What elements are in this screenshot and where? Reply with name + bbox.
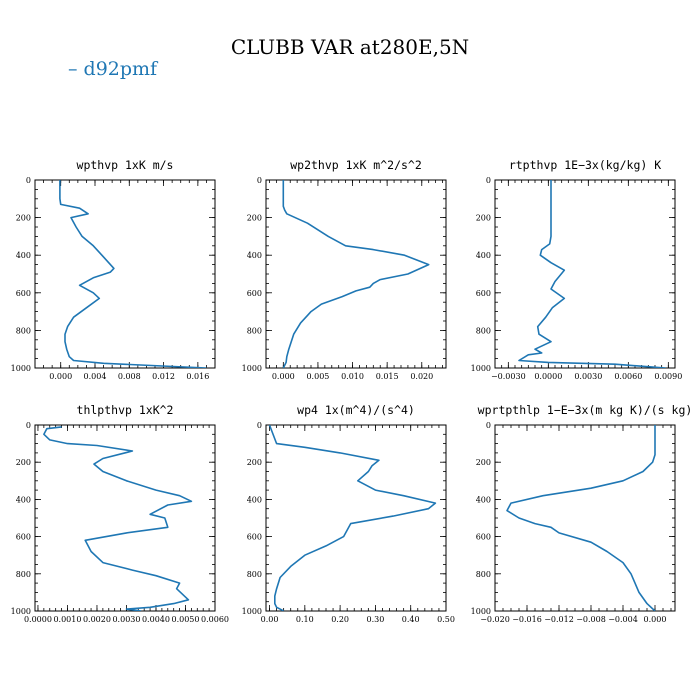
x-tick-label: 0.10	[296, 615, 314, 624]
y-tick-label: 1000	[471, 607, 491, 616]
x-tick-label: 0.008	[118, 372, 141, 381]
x-tick-label: 0.0050	[171, 615, 199, 624]
plot-frame	[494, 424, 676, 612]
series-line	[282, 180, 430, 368]
x-tick-label: −0.012	[544, 615, 574, 624]
y-tick-label: 600	[247, 289, 262, 298]
x-tick-label: −0.004	[608, 615, 638, 624]
y-tick-label: 400	[476, 251, 491, 260]
x-tick-label: 0.20	[331, 615, 349, 624]
y-tick-label: 800	[247, 326, 262, 335]
y-tick-label: 800	[16, 570, 31, 579]
figure-title: CLUBB VAR at280E,5N	[231, 35, 469, 59]
x-tick-label: 0.020	[410, 372, 433, 381]
panel-3: rtpthvp 1E−3x(kg/kg) K −0.0030 0.0000 0.003…	[471, 158, 683, 381]
x-tick-label: 0.0000	[534, 372, 562, 381]
series-line	[518, 180, 666, 368]
y-tick-label: 1000	[242, 607, 262, 616]
x-tick-label: 0.012	[152, 372, 175, 381]
x-tick-label: 0.000	[49, 372, 72, 381]
y-tick-label: 200	[476, 214, 491, 223]
y-tick-label: 0	[486, 421, 491, 430]
panel-title: wp2thvp 1xK m^2/s^2	[290, 158, 422, 172]
panel-title: thlpthvp 1xK^2	[77, 403, 174, 417]
panel-1: wpthvp 1xK m/s 0.000 0.004 0.008 0.012 0.016 0…	[11, 158, 216, 381]
x-tick-label: 0.0030	[112, 615, 140, 624]
x-tick-label: 0.40	[402, 615, 420, 624]
x-tick-label: −0.008	[576, 615, 606, 624]
y-tick-label: 0	[257, 421, 262, 430]
x-tick-label: −0.020	[480, 615, 510, 624]
x-tick-label: 0.004	[84, 372, 107, 381]
panel-title: wpthvp 1xK m/s	[77, 158, 174, 172]
x-tick-label: 0.0010	[53, 615, 81, 624]
series-line	[43, 426, 193, 611]
y-tick-label: 600	[476, 289, 491, 298]
panel-title: rtpthvp 1E−3x(kg/kg) K	[509, 158, 661, 172]
x-tick-label: 0.00	[261, 615, 279, 624]
y-tick-label: 1000	[11, 607, 31, 616]
y-tick-label: 200	[247, 214, 262, 223]
y-tick-label: 400	[476, 495, 491, 504]
y-tick-label: 600	[476, 533, 491, 542]
chart-panels: wpthvp 1xK m/s0.000 0.004 0.008 0.012 0.0160…	[11, 158, 693, 624]
y-tick-label: 0	[257, 176, 262, 185]
series-line	[506, 425, 656, 611]
y-tick-label: 600	[16, 533, 31, 542]
x-tick-label: 0.0090	[654, 372, 682, 381]
y-tick-label: 400	[247, 251, 262, 260]
plot-frame	[265, 424, 447, 612]
panel-2: wp2thvp 1xK m^2/s^2 0.000 0.005 0.010 0.015 0…	[242, 158, 447, 381]
y-tick-label: 800	[476, 326, 491, 335]
y-tick-label: 400	[247, 495, 262, 504]
x-tick-label: 0.000	[272, 372, 295, 381]
y-tick-label: 600	[16, 289, 31, 298]
plot-frame	[265, 179, 447, 369]
x-tick-label: 0.016	[186, 372, 209, 381]
y-tick-label: 800	[476, 570, 491, 579]
x-tick-label: 0.30	[367, 615, 385, 624]
y-tick-label: 200	[16, 214, 31, 223]
x-tick-label: 0.0060	[201, 615, 229, 624]
x-tick-label: −0.016	[512, 615, 542, 624]
y-tick-label: 800	[247, 570, 262, 579]
panel-title: wprtpthlp 1−E−3x(m kg K)/(s kg)	[478, 403, 693, 417]
x-tick-label: 0.000	[644, 615, 667, 624]
panel-5: wp4 1x(m^4)/(s^4) 0.00 0.10 0.20 0.30 0.40 0.5…	[242, 403, 455, 624]
y-tick-label: 400	[16, 495, 31, 504]
x-tick-label: 0.0040	[142, 615, 170, 624]
x-tick-label: −0.0030	[491, 372, 526, 381]
y-tick-label: 0	[26, 176, 31, 185]
y-tick-label: 1000	[11, 364, 31, 373]
plot-frame	[494, 179, 676, 369]
x-tick-label: 0.015	[376, 372, 399, 381]
legend-entry: – d92pmf	[68, 58, 159, 80]
x-tick-label: 0.0030	[574, 372, 602, 381]
panel-title: wp4 1x(m^4)/(s^4)	[297, 403, 415, 417]
y-tick-label: 200	[476, 458, 491, 467]
y-tick-label: 800	[16, 326, 31, 335]
panel-6: wprtpthlp 1−E−3x(m kg K)/(s kg)−0.020 −0.…	[471, 403, 693, 624]
series-line	[268, 425, 437, 611]
panel-4: thlpthvp 1xK^20.0000 0.0010 0.0020 0.0030 0.…	[11, 403, 229, 624]
series-line	[59, 180, 207, 368]
x-tick-label: 0.005	[306, 372, 329, 381]
y-tick-label: 400	[16, 251, 31, 260]
y-tick-label: 0	[26, 421, 31, 430]
x-tick-label: 0.0020	[83, 615, 111, 624]
x-tick-label: 0.50	[437, 615, 455, 624]
y-tick-label: 1000	[242, 364, 262, 373]
y-tick-label: 0	[486, 176, 491, 185]
x-tick-label: 0.0000	[24, 615, 52, 624]
plot-frame	[34, 179, 216, 369]
x-tick-label: 0.0060	[614, 372, 642, 381]
y-tick-label: 200	[247, 458, 262, 467]
y-tick-label: 1000	[471, 364, 491, 373]
x-tick-label: 0.010	[341, 372, 364, 381]
y-tick-label: 200	[16, 458, 31, 467]
y-tick-label: 600	[247, 533, 262, 542]
